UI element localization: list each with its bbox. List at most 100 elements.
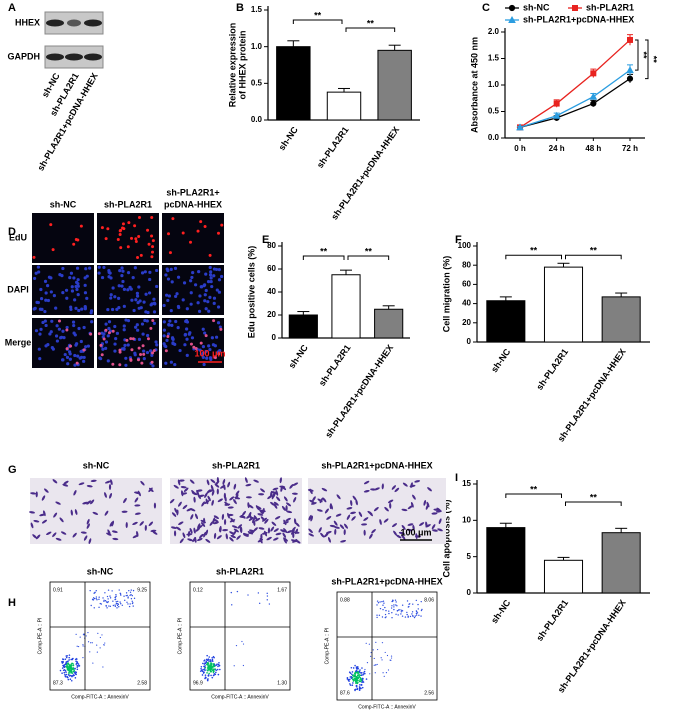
event <box>61 662 64 664</box>
cell <box>70 509 73 516</box>
nucleus <box>101 347 105 351</box>
event <box>98 606 100 609</box>
cell <box>363 489 370 493</box>
edu-cell <box>126 245 130 249</box>
event <box>401 615 404 617</box>
cell <box>412 524 415 531</box>
cell <box>410 482 413 489</box>
nucleus <box>216 305 221 309</box>
edu-cell <box>133 224 137 228</box>
nucleus <box>136 328 140 332</box>
cell <box>292 482 299 486</box>
cell <box>193 527 196 534</box>
nucleus <box>208 295 212 299</box>
edu-cell <box>139 253 143 257</box>
event <box>211 658 214 661</box>
quadrant-value: 0.88 <box>340 597 350 603</box>
nucleus <box>73 353 77 358</box>
edu-cell <box>76 238 80 242</box>
cell <box>205 529 209 536</box>
event <box>65 671 67 673</box>
event <box>132 605 134 607</box>
cell <box>134 497 139 503</box>
nucleus <box>36 300 40 305</box>
edu-cell <box>217 352 221 356</box>
data-point <box>553 100 560 107</box>
cell <box>398 531 405 535</box>
cell <box>317 498 323 503</box>
event <box>65 656 68 659</box>
nucleus <box>165 293 169 297</box>
cell <box>55 537 62 541</box>
cell <box>110 479 113 486</box>
event <box>355 679 357 682</box>
event <box>76 657 78 660</box>
event <box>203 663 206 665</box>
y-tick-label: 1.0 <box>251 42 263 51</box>
event <box>385 671 388 674</box>
edu-cell <box>220 223 224 227</box>
cell <box>270 490 273 497</box>
nucleus <box>76 282 80 286</box>
event <box>268 603 271 605</box>
cell <box>229 537 234 542</box>
event <box>103 644 105 646</box>
cell <box>108 484 112 491</box>
nucleus <box>115 331 120 335</box>
event <box>390 659 392 661</box>
cell <box>148 487 153 493</box>
plot-title: sh-NC <box>87 566 114 576</box>
cell <box>276 496 281 502</box>
nucleus <box>68 357 72 361</box>
cell <box>344 523 348 529</box>
event <box>352 682 354 684</box>
event <box>384 606 386 609</box>
cell <box>320 532 325 538</box>
cell <box>262 517 268 522</box>
event <box>61 672 63 674</box>
event <box>383 675 385 678</box>
cell <box>178 479 185 482</box>
event <box>208 672 210 675</box>
cell <box>139 521 144 526</box>
nucleus <box>151 364 155 368</box>
scale-label: 100 μm <box>400 527 431 537</box>
event <box>395 604 397 606</box>
cell <box>231 525 238 529</box>
cell <box>112 537 119 541</box>
event <box>349 684 352 686</box>
event <box>103 599 105 602</box>
bar <box>326 91 362 121</box>
event <box>76 664 79 667</box>
series-line <box>519 39 631 128</box>
event <box>349 676 352 678</box>
nucleus <box>133 266 137 270</box>
nucleus <box>106 359 110 363</box>
edu-cell <box>204 334 208 338</box>
edu-cell <box>99 343 103 347</box>
cell <box>248 516 254 521</box>
nucleus <box>162 328 167 332</box>
event <box>350 676 353 678</box>
edu-cell <box>168 251 172 255</box>
nucleus <box>83 291 88 295</box>
edu-cell <box>146 337 150 341</box>
event <box>420 609 423 612</box>
cell <box>72 532 77 538</box>
x-tick-label: sh-PLA2R1 <box>534 598 570 643</box>
edu-cell <box>100 226 104 230</box>
cell <box>391 523 398 528</box>
nucleus <box>206 280 211 284</box>
nucleus <box>113 324 117 329</box>
event <box>206 654 208 657</box>
y-tick-label: 10 <box>462 515 471 524</box>
cell <box>388 499 394 504</box>
nucleus <box>209 280 213 284</box>
cell <box>186 533 193 536</box>
y-tick-label: 0.5 <box>488 107 500 116</box>
legend-marker <box>508 15 516 23</box>
event <box>211 676 214 679</box>
event <box>99 602 102 605</box>
cell <box>322 497 327 503</box>
cell <box>227 481 231 488</box>
